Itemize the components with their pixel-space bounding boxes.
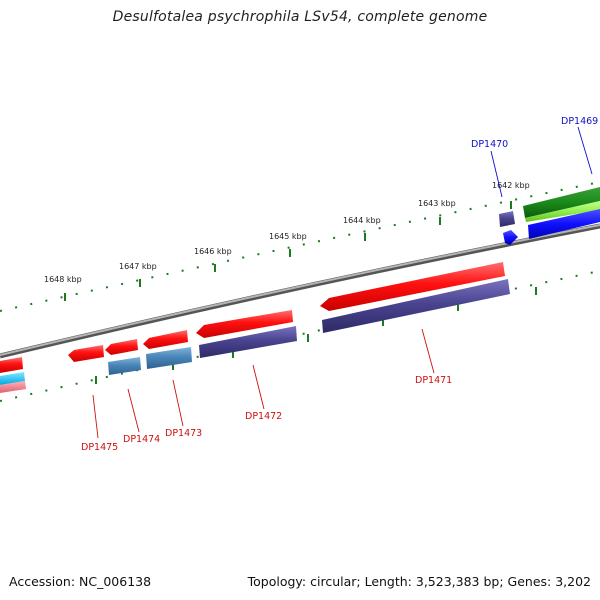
tick-label: 1647 kbp	[119, 262, 157, 271]
tick-label: 1642 kbp	[492, 181, 530, 190]
major-tick	[232, 350, 234, 358]
major-tick	[172, 362, 174, 370]
tick-label: 1644 kbp	[343, 216, 381, 225]
major-tick	[289, 249, 291, 257]
label-leaders	[92, 126, 593, 439]
gene-label-dp1469[interactable]: DP1469	[561, 116, 598, 127]
cds-dp1474	[105, 339, 138, 355]
scale-labels: 1648 kbp 1647 kbp 1646 kbp 1645 kbp 1644…	[44, 181, 530, 284]
genome-backbone-highlight	[0, 224, 600, 356]
major-tick	[364, 233, 366, 241]
cds-track-second	[108, 279, 510, 375]
forward-genes	[499, 187, 600, 245]
cds-dp1473	[143, 330, 188, 349]
major-tick	[64, 293, 66, 301]
gene-label-dp1472[interactable]: DP1472	[245, 411, 282, 422]
major-tick	[535, 287, 537, 295]
cds-dp1475	[68, 345, 104, 362]
major-tick	[214, 264, 216, 272]
tick-label: 1648 kbp	[44, 275, 82, 284]
major-ticks-inner	[95, 287, 537, 384]
cds-dp1469-lime	[525, 201, 600, 222]
tick-row-inner	[0, 270, 600, 402]
cds-dp1470-purple	[499, 211, 515, 227]
major-tick	[307, 334, 309, 342]
gene-labels: DP1469 DP1470 DP1471 DP1472 DP1473 DP147…	[81, 116, 598, 453]
tick-label: 1643 kbp	[418, 199, 456, 208]
gene-label-dp1470[interactable]: DP1470	[471, 139, 508, 150]
cds-dp1472-purple	[199, 326, 297, 358]
cds-track-red	[68, 262, 505, 362]
gene-label-dp1473[interactable]: DP1473	[165, 428, 202, 439]
tick-row-outer	[0, 181, 600, 312]
major-tick	[510, 201, 512, 209]
cds-dp1469-green	[523, 187, 600, 218]
major-tick	[95, 376, 97, 384]
page-title: Desulfotalea psychrophila LSv54, complet…	[112, 9, 488, 25]
major-tick	[439, 217, 441, 225]
cds-dp1472-red	[196, 310, 293, 338]
major-tick	[382, 318, 384, 326]
tick-label: 1645 kbp	[269, 232, 307, 241]
tick-label: 1646 kbp	[194, 247, 232, 256]
major-tick	[139, 279, 141, 287]
cds-dp1470-blue	[503, 230, 518, 245]
cds-dp1471-purple	[322, 279, 510, 333]
genome-stats-text: Topology: circular; Length: 3,523,383 bp…	[247, 574, 591, 589]
cds-dp1474-steel	[108, 357, 141, 375]
major-tick	[457, 303, 459, 311]
genome-backbone	[0, 223, 600, 359]
partial-genes-left	[0, 357, 26, 393]
cds-dp1471-red	[320, 262, 505, 311]
cds-dp1473-steel	[146, 347, 192, 369]
cds-dp1469-blue	[528, 209, 600, 239]
gene-label-dp1471[interactable]: DP1471	[415, 375, 452, 386]
gene-label-dp1474[interactable]: DP1474	[123, 434, 160, 445]
major-ticks-outer	[64, 201, 512, 301]
gene-label-dp1475[interactable]: DP1475	[81, 442, 118, 453]
accession-text: Accession: NC_006138	[9, 574, 152, 589]
